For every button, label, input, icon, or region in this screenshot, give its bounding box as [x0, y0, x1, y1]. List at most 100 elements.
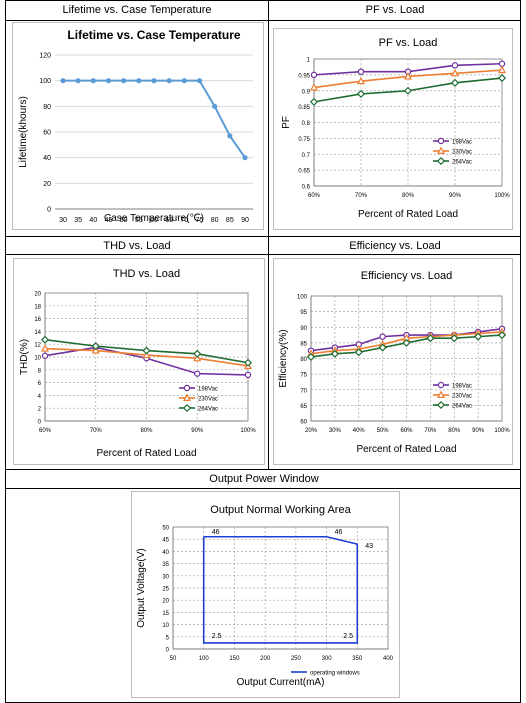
y-tick-label: 60 [43, 130, 51, 137]
data-point [142, 346, 151, 355]
chart-panel-lifetime: Lifetime vs. Case Temperature 0 20 40 60 80 10… [12, 22, 264, 230]
efficiency-chart: Efficiency vs. Load 60 65 70 75 80 85 90 95 100 20… [278, 270, 510, 455]
y-tick-label: 70 [300, 388, 307, 394]
chart-panel-output: Output Normal Working Area 0 5 10 15 20 25 30 35… [131, 491, 400, 698]
y-axis-label: Lifetime(khours) [18, 96, 29, 168]
x-tick-label: 80% [140, 428, 153, 434]
x-tick-label: 20% [305, 428, 318, 434]
data-point [426, 334, 435, 343]
legend-marker [437, 137, 445, 145]
x-axis-label: Percent of Rated Load [358, 209, 458, 220]
data-point [227, 133, 233, 139]
output-window-chart: Output Normal Working Area 0 5 10 15 20 25 30 35… [136, 504, 394, 688]
row-divider [6, 488, 520, 489]
column-divider [268, 1, 269, 469]
y-axis-label: PF [281, 116, 292, 129]
y-tick-label: 0.95 [298, 73, 310, 79]
y-tick-label: 0 [166, 648, 170, 654]
pf-chart: PF vs. Load 0.6 0.65 0.7 0.75 0.8 0.85 0.9 0.95 1… [281, 37, 510, 220]
x-tick-label: 30 [59, 217, 67, 224]
y-axis-label: Efficiency(%) [278, 329, 289, 387]
legend-label: 198Vac [452, 384, 472, 390]
y-tick-label: 0 [47, 207, 51, 214]
y-tick-label: 75 [300, 373, 307, 379]
data-point [91, 346, 100, 354]
plot-frame [313, 58, 503, 187]
data-point [497, 65, 507, 74]
y-tick-label: 10 [34, 356, 41, 362]
y-tick-label: 100 [297, 295, 308, 301]
x-tick-label: 60% [400, 428, 413, 434]
y-axis-label: THD(%) [19, 339, 30, 375]
y-tick-label: 10 [162, 623, 169, 629]
y-tick-label: 6 [38, 381, 42, 387]
y-tick-label: 40 [43, 155, 51, 162]
y-tick-label: 20 [43, 181, 51, 188]
x-axis-label: Case Temperature(℃) [104, 213, 204, 224]
legend-marker [183, 384, 191, 392]
data-point [243, 358, 253, 367]
legend-label: 198Vac [198, 387, 218, 393]
x-tick-label: 70 [180, 217, 188, 224]
y-tick-label: 0 [38, 420, 42, 426]
y-tick-label: 90 [300, 326, 307, 332]
data-point [403, 71, 413, 80]
data-point [181, 78, 187, 84]
x-tick-label: 100% [494, 428, 510, 434]
data-point [193, 349, 202, 358]
data-point [196, 78, 203, 84]
row-divider [6, 236, 520, 237]
y-tick-label: 8 [38, 368, 42, 374]
y-axis-label: Output Voltage(V) [136, 548, 147, 628]
data-point [498, 60, 506, 67]
y-tick-label: 25 [162, 587, 169, 593]
data-point [403, 86, 413, 95]
y-tick-label: 45 [162, 538, 169, 544]
plot-frame [172, 526, 389, 650]
legend-marker [437, 381, 445, 389]
y-tick-label: 0.8 [302, 121, 311, 127]
legend-label: 264Vac [198, 407, 218, 413]
x-tick-label: 70% [90, 428, 103, 434]
legend-label: operating windows [310, 671, 360, 677]
x-tick-label: 70% [424, 428, 437, 434]
data-point [450, 68, 460, 77]
x-tick-label: 40% [353, 428, 366, 434]
y-tick-label: 15 [162, 611, 169, 617]
data-point [194, 370, 201, 377]
data-point [75, 78, 81, 84]
header-efficiency: Efficiency vs. Load [349, 240, 441, 252]
data-point [357, 68, 365, 75]
x-tick-label: 100 [199, 656, 210, 662]
x-tick-label: 200 [260, 656, 271, 662]
y-tick-label: 80 [300, 357, 307, 363]
x-axis-label: Percent of Rated Load [96, 448, 196, 459]
x-tick-label: 80% [402, 193, 415, 199]
legend-label: 264Vac [452, 160, 472, 166]
data-point [379, 333, 386, 340]
header-output-window: Output Power Window [209, 473, 319, 485]
data-point [497, 331, 507, 340]
header-lifetime: Lifetime vs. Case Temperature [62, 4, 212, 16]
chart-panel-efficiency: Efficiency vs. Load 60 65 70 75 80 85 90 95 100 20… [273, 258, 513, 465]
legend-marker [182, 403, 192, 413]
data-point [41, 352, 49, 359]
y-tick-label: 0.9 [302, 89, 311, 95]
y-tick-label: 0.65 [298, 169, 310, 175]
legend-marker [436, 390, 446, 398]
data-point [212, 103, 218, 109]
lifetime-chart: Lifetime vs. Case Temperature 0 20 40 60 80 10… [18, 28, 253, 224]
y-tick-label: 5 [166, 635, 170, 641]
x-tick-label: 350 [352, 656, 363, 662]
data-point [136, 78, 142, 84]
x-tick-label: 90% [191, 428, 204, 434]
x-axis-label: Output Current(mA) [237, 677, 325, 688]
data-point [450, 78, 460, 87]
x-tick-label: 50 [120, 217, 128, 224]
y-tick-label: 0.75 [298, 137, 310, 143]
y-tick-label: 14 [34, 330, 41, 336]
y-tick-label: 30 [162, 574, 169, 580]
data-point [309, 97, 319, 106]
row-divider [6, 254, 520, 255]
data-point [151, 78, 157, 84]
